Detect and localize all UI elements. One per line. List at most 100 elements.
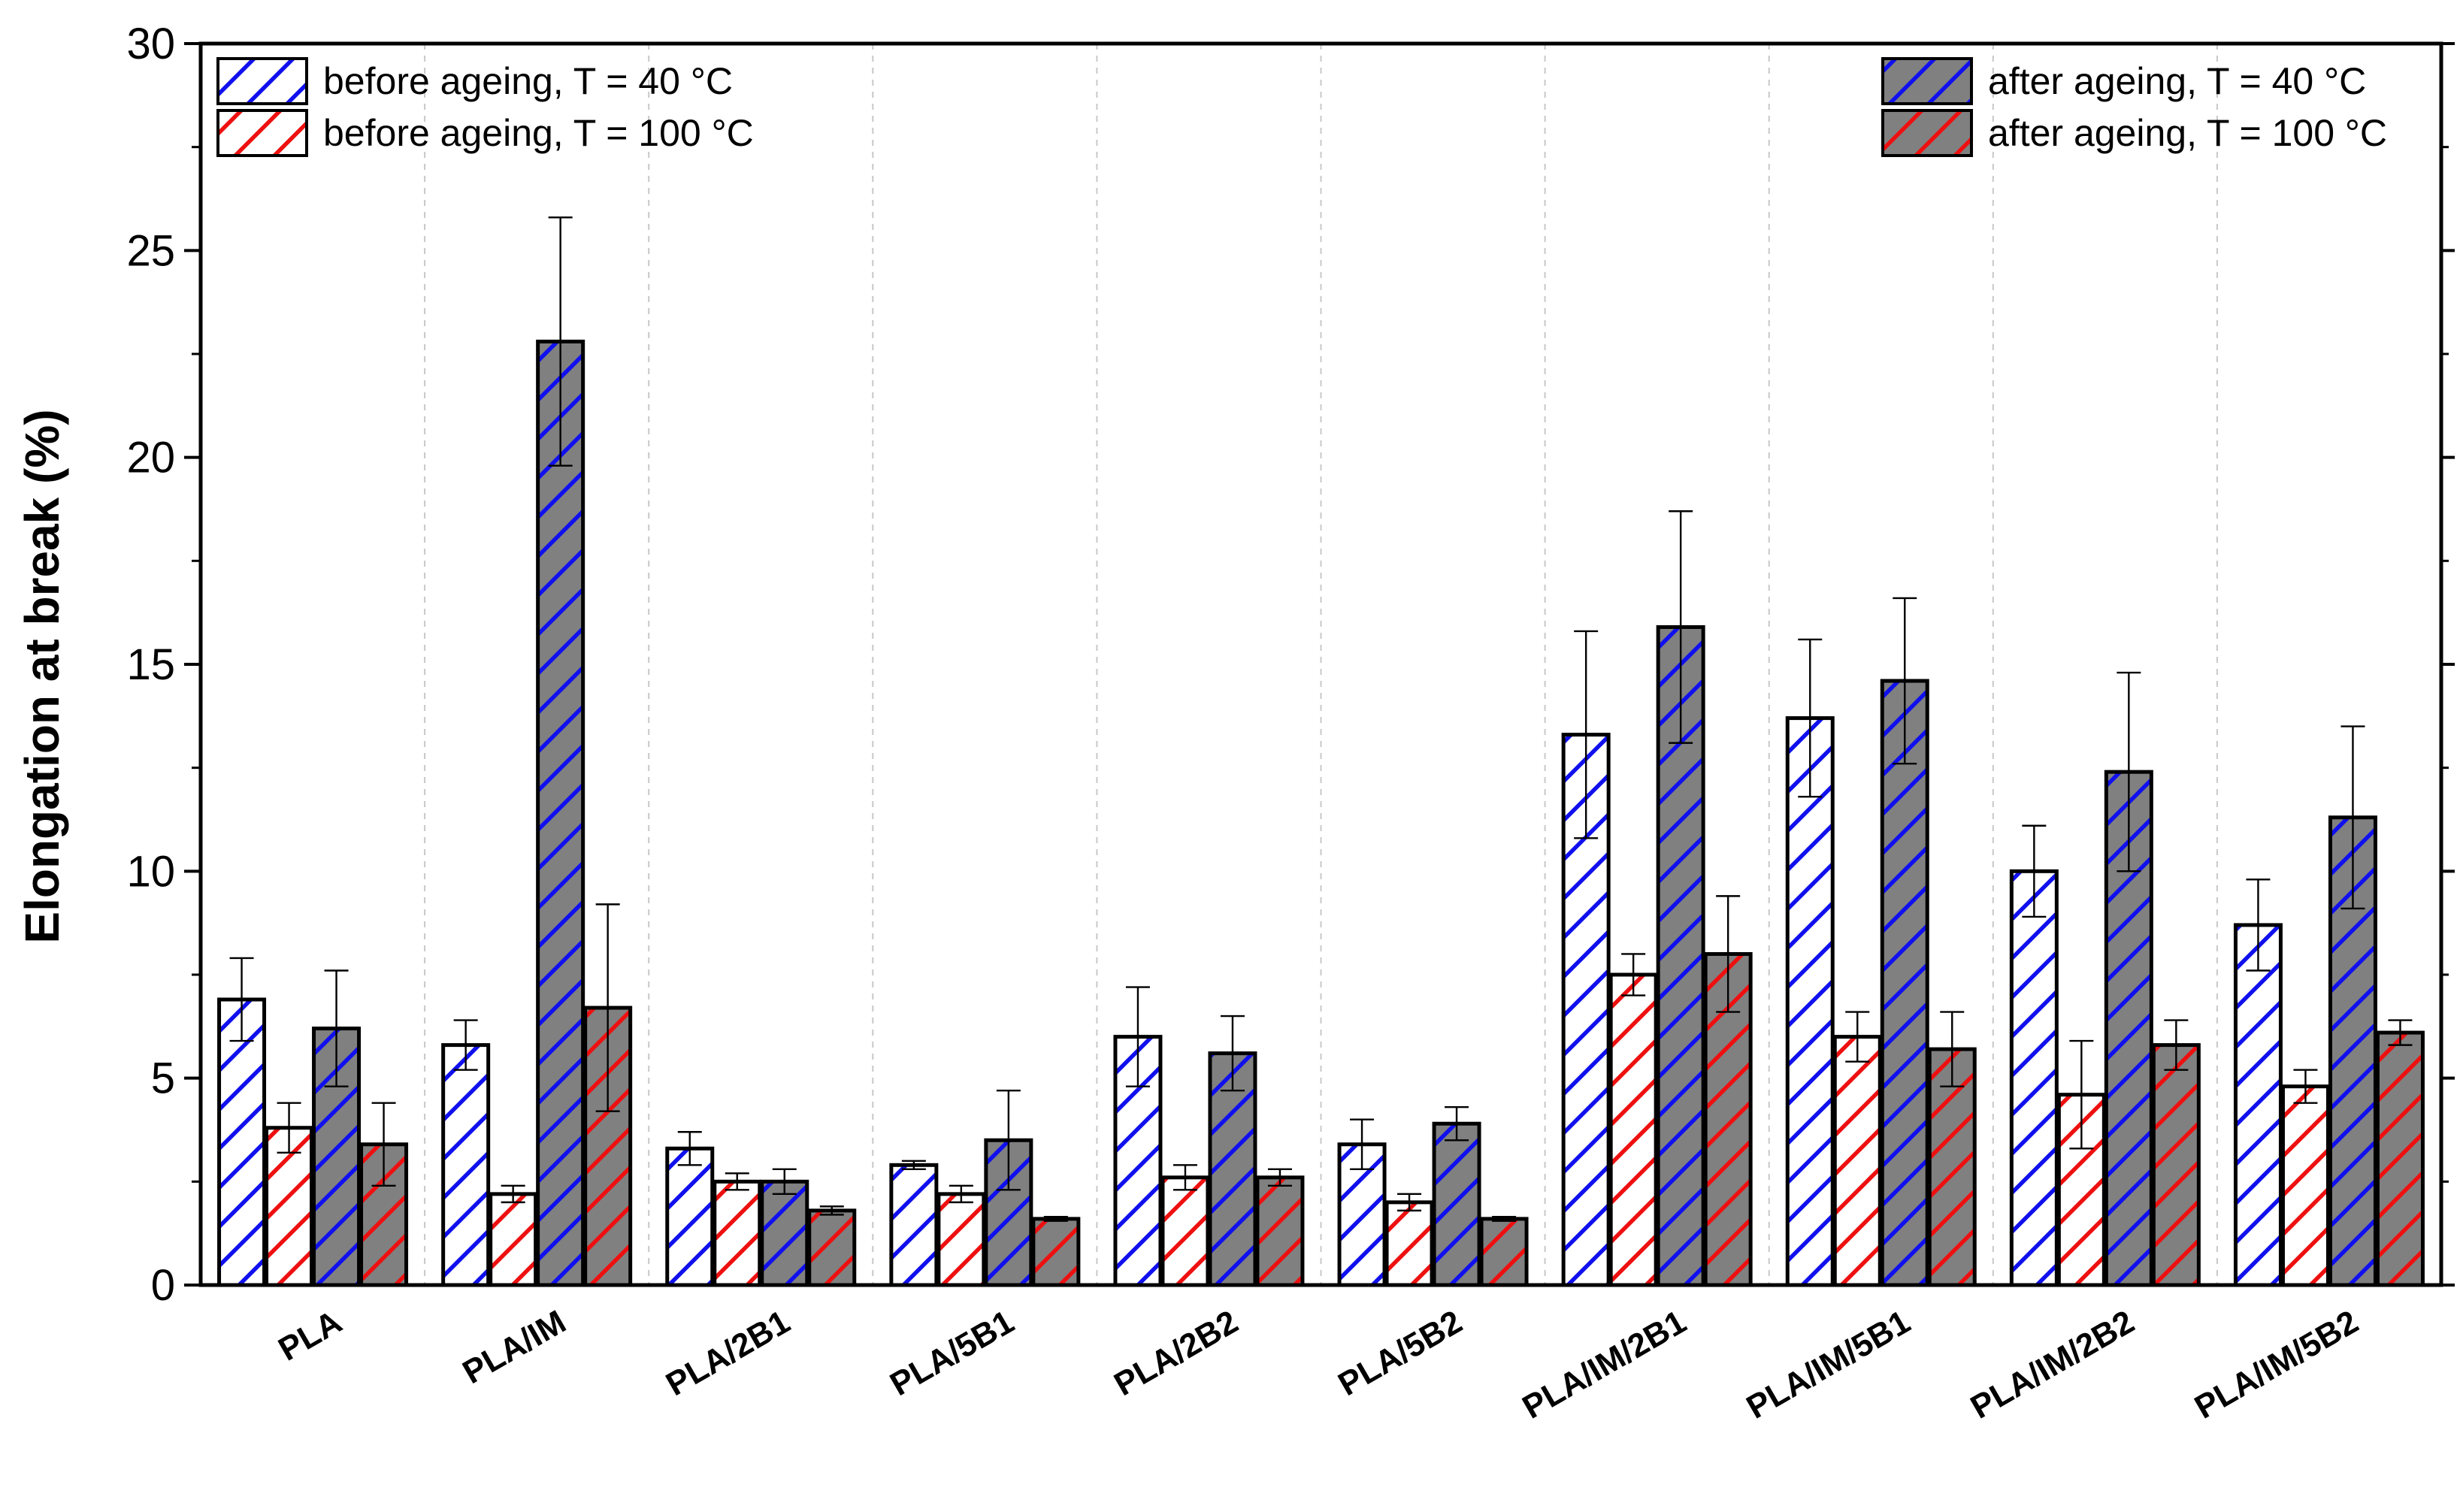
error-bar	[1893, 597, 1917, 765]
bar	[2009, 869, 2059, 1287]
bar-hatch	[1835, 1036, 1881, 1285]
y-axis-label: Elongation at break (%)	[15, 409, 69, 943]
bar	[1656, 624, 1705, 1287]
error-bar	[1350, 1118, 1375, 1171]
legend-swatch	[1881, 109, 1973, 157]
bar-hatch	[266, 1127, 312, 1285]
bar-hatch	[2153, 1045, 2199, 1285]
error-bar	[2246, 878, 2271, 972]
bar	[2233, 923, 2283, 1287]
error-bar	[901, 1160, 926, 1171]
error-bar	[2164, 1019, 2189, 1071]
error-bar	[2117, 671, 2141, 872]
bar-hatch	[1434, 1123, 1480, 1285]
error-bar	[1267, 1168, 1292, 1187]
bar	[441, 1043, 491, 1287]
bar	[1113, 1035, 1163, 1287]
error-bar	[1716, 895, 1741, 1013]
y-tick-label: 25	[126, 226, 175, 275]
legend-swatch	[216, 109, 308, 157]
x-tick-label: PLA/IM/2B2	[1965, 1303, 2141, 1426]
bar	[760, 1179, 809, 1287]
bar	[1785, 716, 1835, 1287]
y-tick-label: 20	[126, 434, 175, 482]
y-tick-label: 5	[151, 1054, 175, 1103]
error-bar	[548, 216, 573, 467]
y-tick-label: 0	[151, 1261, 175, 1310]
y-tick-label: 10	[126, 847, 175, 896]
bar	[2375, 1030, 2425, 1287]
y-axis-ticks: 0 5 10 15 20 25 30	[126, 20, 2455, 1310]
bar	[1255, 1175, 1305, 1287]
error-bar	[453, 1019, 478, 1071]
bar	[536, 339, 585, 1287]
legend-swatch-hatch	[218, 59, 307, 104]
y-tick-label: 30	[126, 20, 175, 68]
bar-hatch	[2377, 1033, 2423, 1285]
x-tick-label: PLA/5B2	[1332, 1303, 1468, 1403]
bar-hatch	[2011, 871, 2057, 1285]
x-tick-label: PLA/2B2	[1108, 1303, 1244, 1403]
bar-hatch	[1387, 1202, 1433, 1285]
legend-label: after ageing, T = 100 °C	[1988, 112, 2387, 154]
bar	[1880, 679, 1929, 1287]
error-bar	[772, 1168, 797, 1196]
bar-hatch	[891, 1165, 936, 1285]
bar	[1031, 1217, 1081, 1287]
bar	[1608, 972, 1658, 1287]
bar-hatch	[1481, 1218, 1527, 1285]
bar-hatch	[1257, 1177, 1303, 1285]
x-tick-label: PLA/IM/5B2	[2189, 1303, 2365, 1426]
error-bar	[725, 1172, 749, 1191]
bar	[1927, 1047, 1977, 1287]
bar-hatch	[1882, 681, 1928, 1285]
error-bar	[277, 1102, 301, 1154]
legend-swatch-hatch	[1883, 59, 1971, 104]
error-bar	[1574, 630, 1599, 839]
legend-swatch	[216, 57, 308, 105]
error-bar	[1492, 1215, 1517, 1222]
error-bar	[677, 1131, 702, 1166]
error-bar	[595, 903, 620, 1112]
bar-hatch	[761, 1181, 807, 1285]
legend-left: before ageing, T = 40 °C before ageing, T…	[216, 57, 754, 157]
error-bar	[1220, 1015, 1245, 1092]
bar-hatch	[938, 1193, 984, 1285]
error-bar	[2069, 1039, 2094, 1150]
bar	[1208, 1051, 1257, 1287]
legend-entry: after ageing, T = 40 °C	[1881, 57, 2366, 105]
bar	[665, 1146, 715, 1287]
legend-label: before ageing, T = 100 °C	[323, 112, 754, 154]
error-bar	[2022, 824, 2047, 918]
legend-label: before ageing, T = 40 °C	[323, 60, 733, 102]
error-bar	[324, 969, 349, 1087]
error-bar	[2293, 1069, 2318, 1104]
error-bar	[819, 1205, 844, 1216]
error-bar	[1621, 953, 1646, 996]
error-bar	[949, 1184, 973, 1204]
legend-swatch-hatch	[1883, 110, 1971, 156]
legend-right: after ageing, T = 40 °C after ageing, T =…	[1881, 57, 2387, 157]
x-tick-label: PLA/2B1	[660, 1303, 796, 1403]
bar-hatch	[1162, 1177, 1208, 1285]
legend-entry: before ageing, T = 100 °C	[216, 109, 754, 157]
bar	[489, 1192, 538, 1287]
x-tick-label: PLA/5B1	[884, 1303, 1020, 1403]
bar-hatch	[1929, 1049, 1975, 1285]
error-bar	[1940, 1011, 1965, 1087]
bar	[2104, 770, 2153, 1287]
category-separators	[424, 44, 2218, 1285]
error-bar	[2388, 1019, 2413, 1046]
error-bar	[2340, 725, 2365, 910]
x-tick-label: PLA	[272, 1303, 348, 1368]
bar	[807, 1208, 857, 1287]
bar-hatch	[714, 1181, 760, 1285]
error-bar	[501, 1184, 525, 1204]
y-tick-label: 15	[126, 640, 175, 689]
bar-hatch	[219, 999, 265, 1285]
bar-hatch	[2235, 924, 2281, 1285]
error-bar	[371, 1102, 396, 1187]
error-bar	[1173, 1164, 1197, 1191]
x-axis-tick-labels: PLA PLA/IM PLA/2B1 PLA/5B1 PLA/2B2 PLA/5B2 PLA…	[272, 1303, 2365, 1426]
